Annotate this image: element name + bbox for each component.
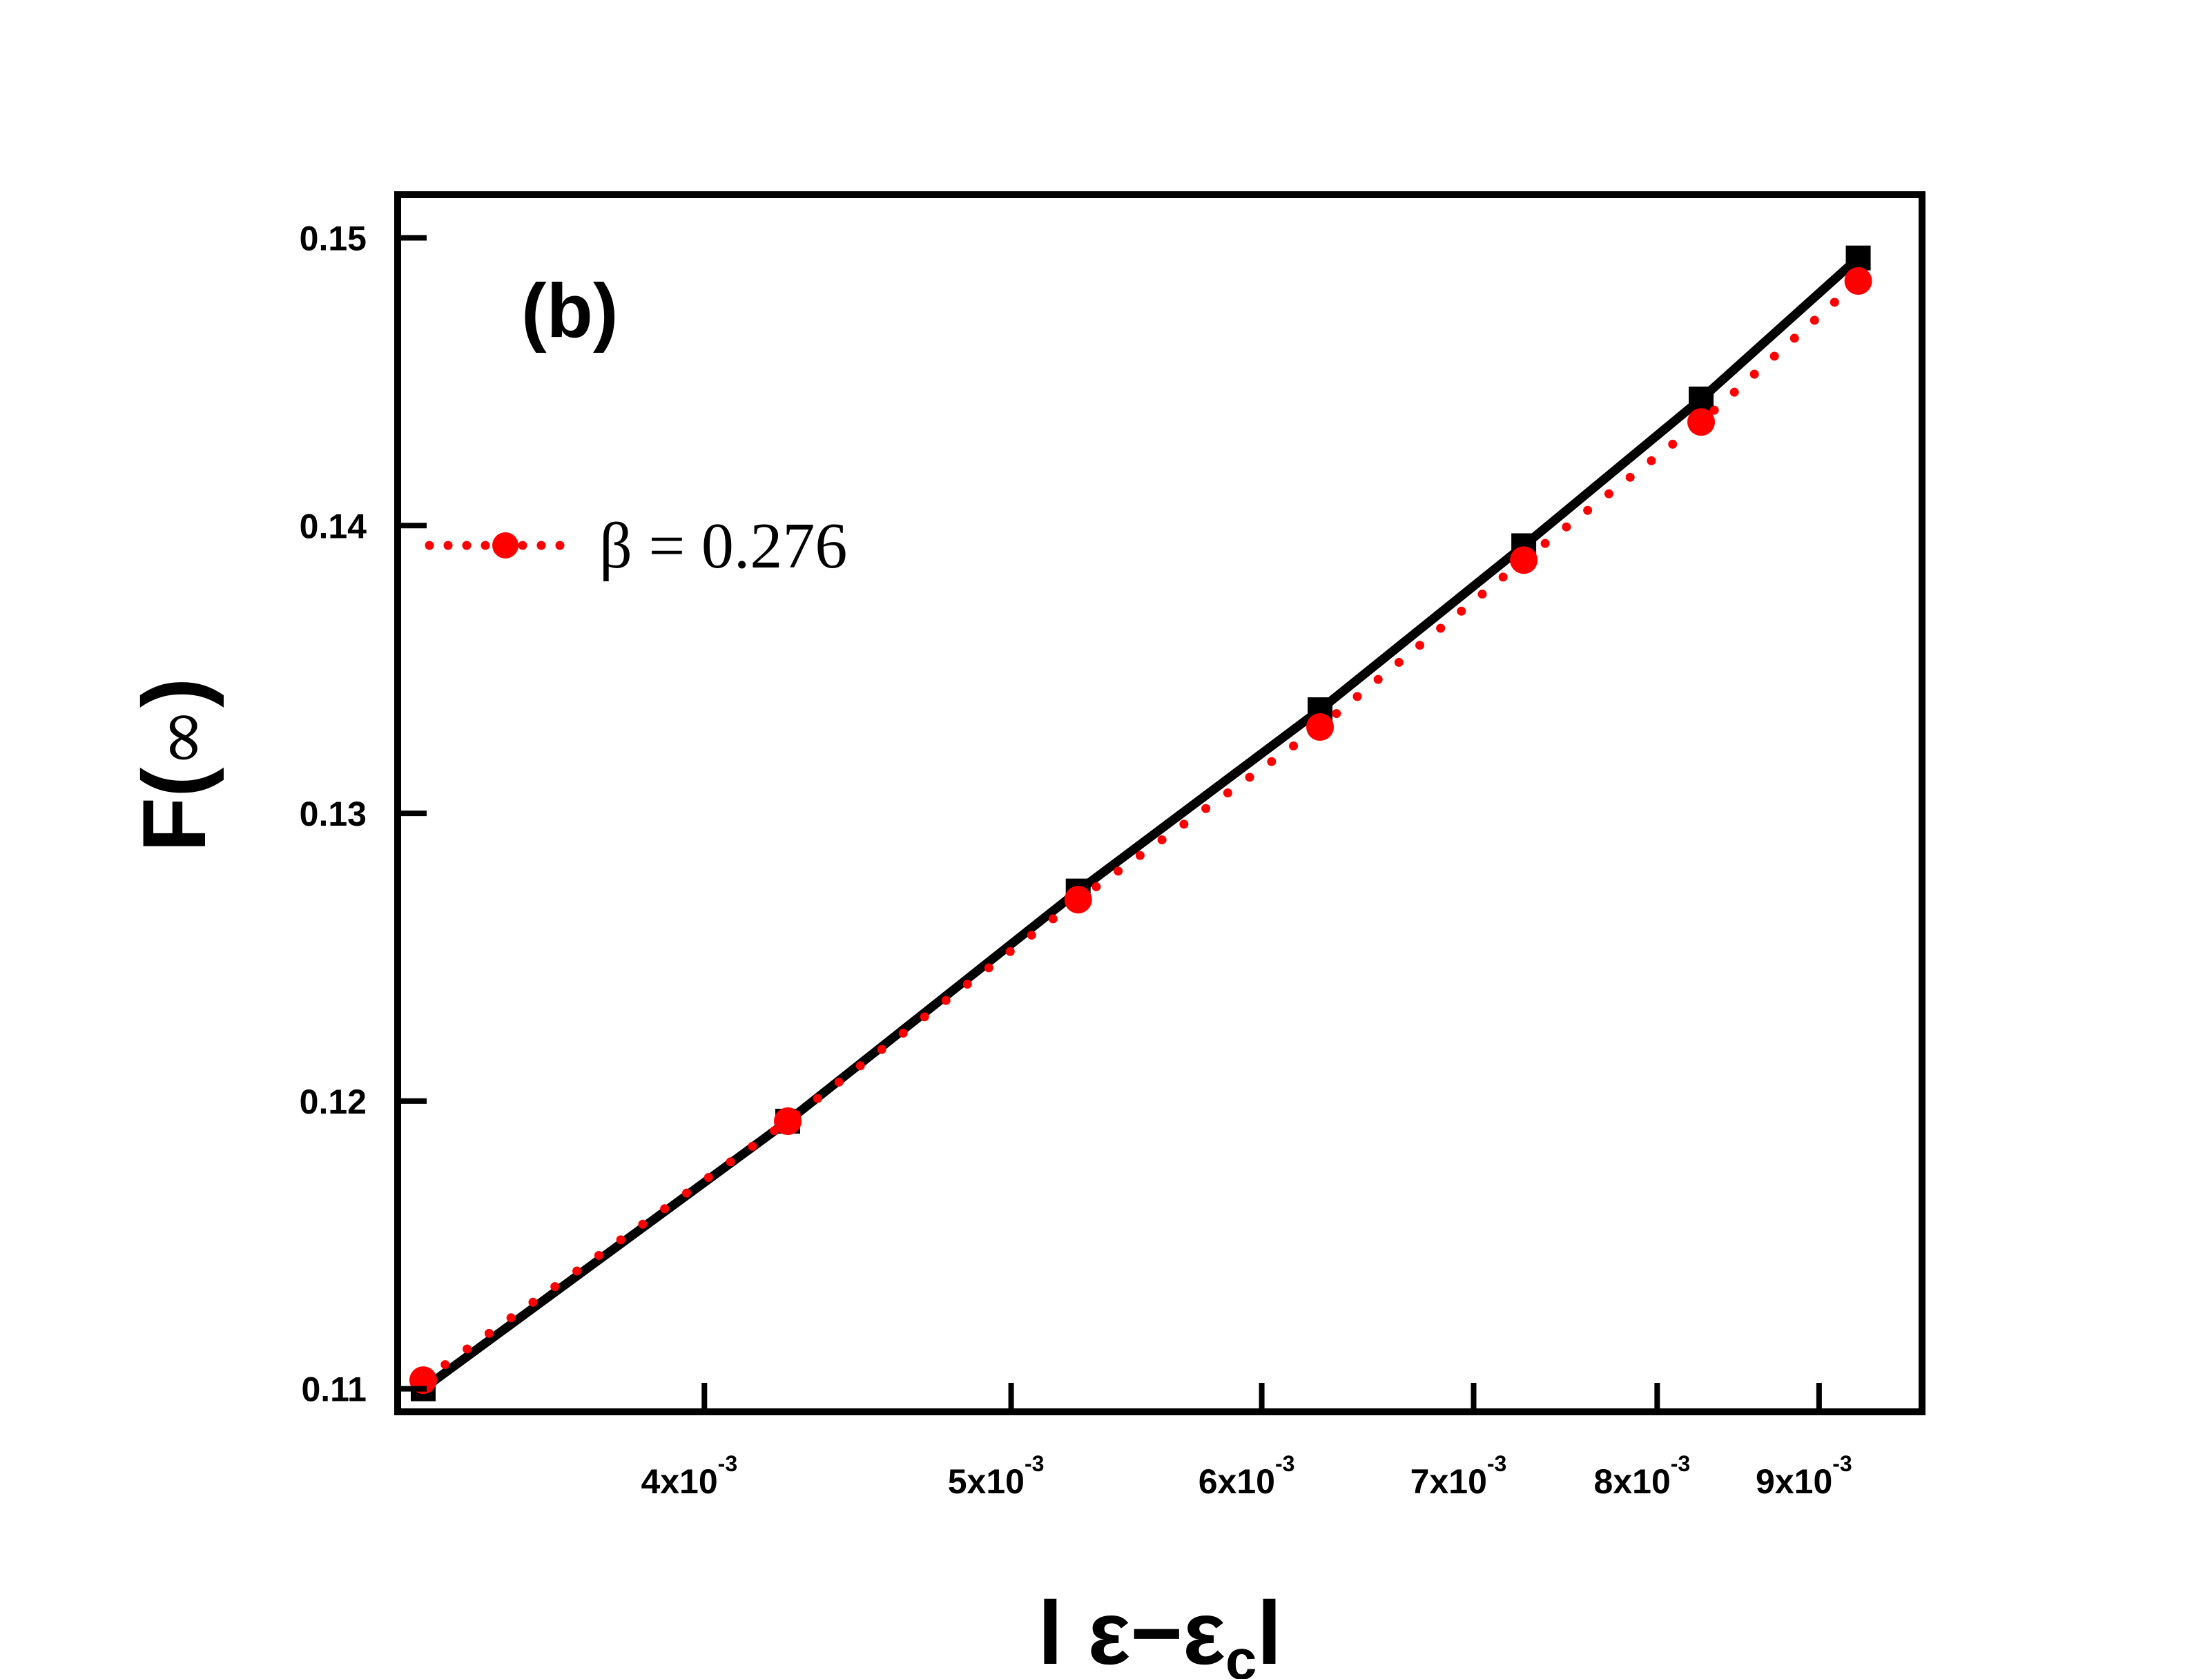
x-tick-label: 6x10-3: [1199, 1451, 1295, 1501]
x-axis-title: l ε−εcl: [1038, 1582, 1281, 1679]
series-1-circle-marker: [1687, 408, 1716, 436]
x-tick-label: 7x10-3: [1410, 1451, 1507, 1501]
legend-marker-swatch: [492, 532, 518, 559]
y-tick-label: 0.15: [300, 220, 367, 258]
x-tick-exponent: -3: [1671, 1451, 1690, 1476]
x-tick-mantissa: 9x10: [1756, 1462, 1832, 1501]
x-tick-mantissa: 8x10: [1594, 1462, 1671, 1501]
x-tick-exponent: -3: [1487, 1451, 1506, 1476]
x-tick-exponent: -3: [1025, 1451, 1044, 1476]
plot-area: [409, 245, 1872, 1401]
x-tick-label: 9x10-3: [1756, 1451, 1852, 1501]
y-tick-label: 0.14: [300, 507, 367, 545]
series-0-line: [420, 254, 1861, 1392]
x-tick-label: 8x10-3: [1594, 1451, 1691, 1501]
series-0-square-marker: [1689, 386, 1714, 411]
series-1-circle-marker: [1844, 267, 1872, 295]
plot-frame: [394, 191, 1925, 1415]
series-1-circle-marker: [1306, 713, 1335, 741]
y-axis: 0.11 0.12 0.13 0.14 0.15: [300, 220, 427, 1409]
x-tick-label: 5x10-3: [948, 1451, 1045, 1501]
x-axis: 4x10-3 5x10-3 6x10-3 7x10-3 8x10-3 9x10-3: [641, 1383, 1852, 1501]
x-tick-mantissa: 5x10: [948, 1462, 1025, 1501]
series-1-circle-marker: [1510, 546, 1538, 574]
x-tick-mantissa: 7x10: [1410, 1462, 1487, 1501]
y-axis-title: F(∞): [124, 678, 224, 853]
series-0-square-marker: [1845, 245, 1871, 271]
y-tick-label: 0.11: [301, 1370, 367, 1409]
series-1-circle-marker: [773, 1107, 802, 1136]
x-tick-mantissa: 6x10: [1199, 1462, 1275, 1501]
legend-label: β = 0.276: [599, 510, 847, 582]
y-tick-label: 0.13: [300, 795, 367, 833]
x-tick-mantissa: 4x10: [641, 1462, 717, 1501]
x-tick-exponent: -3: [1832, 1451, 1852, 1476]
legend: β = 0.276: [425, 510, 847, 582]
y-tick-label: 0.12: [300, 1083, 367, 1121]
x-tick-label: 4x10-3: [641, 1451, 737, 1501]
panel-label: (b): [521, 269, 618, 353]
series-1-circle-marker: [1064, 886, 1092, 914]
x-tick-exponent: -3: [1275, 1451, 1294, 1476]
x-tick-exponent: -3: [718, 1451, 737, 1476]
